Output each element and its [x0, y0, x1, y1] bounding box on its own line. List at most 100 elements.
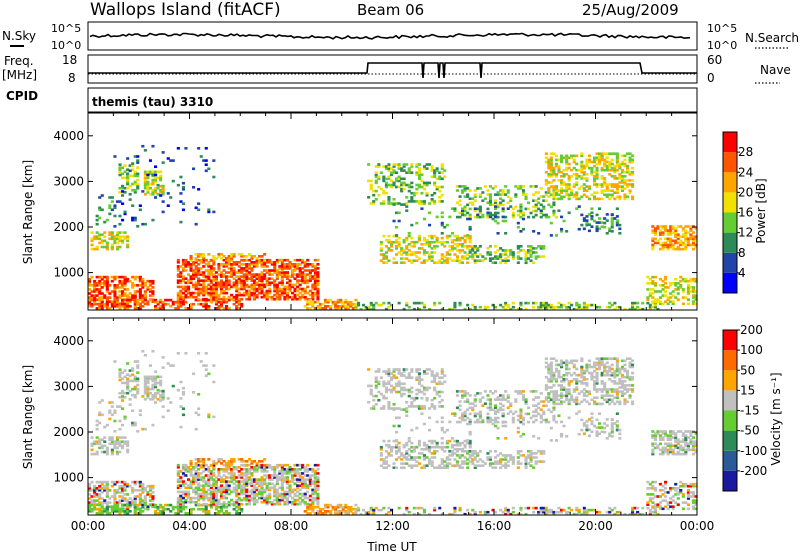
power-cell [194, 265, 198, 268]
velocity-cell [258, 496, 262, 500]
velocity-cell [113, 501, 117, 504]
power-cell [118, 186, 122, 190]
power-cell [324, 300, 328, 304]
power-cell [656, 239, 660, 243]
power-cell [544, 215, 548, 219]
power-cell [199, 271, 203, 274]
power-cell [575, 177, 579, 180]
velocity-cell [110, 495, 114, 498]
velocity-cell [280, 470, 284, 473]
velocity-cell [608, 506, 612, 510]
power-cell [395, 247, 399, 250]
power-cell [108, 231, 112, 234]
velocity-cell [422, 510, 426, 514]
power-cell [301, 273, 305, 276]
power-cell [126, 288, 130, 291]
velocity-cell [275, 480, 279, 483]
power-cell [691, 300, 695, 303]
velocity-cell [192, 507, 196, 511]
velocity-cell [141, 484, 145, 488]
power-cell [108, 284, 112, 287]
power-cell [187, 273, 191, 276]
power-cell [575, 307, 579, 311]
power-cell [382, 189, 386, 193]
power-cell [560, 187, 564, 190]
velocity-cell [387, 370, 391, 373]
velocity-cell [542, 508, 546, 512]
velocity-cell [154, 396, 158, 399]
power-cell [151, 182, 155, 186]
velocity-cell [105, 503, 109, 506]
velocity-cell [565, 512, 569, 516]
velocity-cell [209, 503, 213, 507]
y-tick-label: 3000 [53, 174, 84, 188]
power-cell [694, 243, 698, 247]
velocity-cell [483, 510, 487, 514]
velocity-cell [420, 407, 424, 410]
velocity-cell [273, 492, 277, 496]
velocity-cell [105, 507, 109, 511]
power-cell [593, 175, 597, 178]
freq-left-tick-bottom: 8 [68, 71, 76, 85]
velocity-cell [232, 458, 236, 461]
power-cell [159, 191, 163, 194]
velocity-cell [133, 507, 137, 511]
power-cell [501, 207, 505, 210]
power-cell [123, 186, 127, 190]
power-cell [615, 191, 619, 194]
power-cell [123, 282, 127, 285]
power-cell [143, 180, 147, 184]
power-cell [593, 303, 597, 307]
power-cell [471, 203, 475, 207]
velocity-cell [232, 500, 236, 504]
velocity-cell [301, 480, 305, 483]
velocity-cell [273, 494, 277, 498]
power-cell [207, 287, 211, 291]
power-cell [263, 283, 267, 287]
power-cell [420, 207, 424, 210]
power-cell [108, 233, 112, 236]
velocity-cell [237, 496, 241, 500]
velocity-cell [146, 381, 150, 385]
velocity-cell [392, 462, 396, 465]
power-cell [263, 253, 267, 256]
velocity-cell [260, 482, 264, 485]
velocity-cell [131, 480, 135, 484]
power-cell [570, 175, 574, 178]
power-cell [113, 290, 117, 293]
velocity-cell [230, 476, 234, 479]
power-cell [179, 273, 183, 276]
power-cell [214, 297, 218, 301]
power-cell [240, 253, 244, 256]
power-cell [613, 166, 617, 170]
velocity-cell [263, 482, 267, 485]
power-cell [105, 300, 109, 304]
power-cell [412, 200, 416, 203]
velocity-cell [100, 482, 104, 486]
noise-panel-frame [87, 21, 698, 51]
power-cell [98, 292, 102, 295]
power-cell [265, 295, 269, 299]
velocity-cell [123, 436, 127, 439]
power-cell [88, 288, 92, 291]
power-cell [222, 285, 226, 289]
power-cell [605, 152, 609, 155]
power-cell [199, 298, 203, 302]
power-cell [179, 281, 183, 285]
power-cell [534, 205, 538, 209]
power-cell [230, 258, 234, 262]
velocity-cell [430, 380, 434, 384]
power-cell [204, 300, 208, 304]
power-cell [430, 251, 434, 254]
velocity-cell [379, 454, 383, 457]
power-cell [562, 219, 566, 223]
power-cell [461, 257, 465, 260]
velocity-cell [593, 508, 597, 512]
velocity-cell [184, 512, 188, 515]
velocity-cell [491, 508, 495, 512]
power-cell [296, 258, 300, 262]
velocity-cell [367, 512, 371, 516]
power-cell [458, 185, 462, 188]
velocity-cell [252, 478, 256, 481]
power-cell [560, 175, 564, 178]
